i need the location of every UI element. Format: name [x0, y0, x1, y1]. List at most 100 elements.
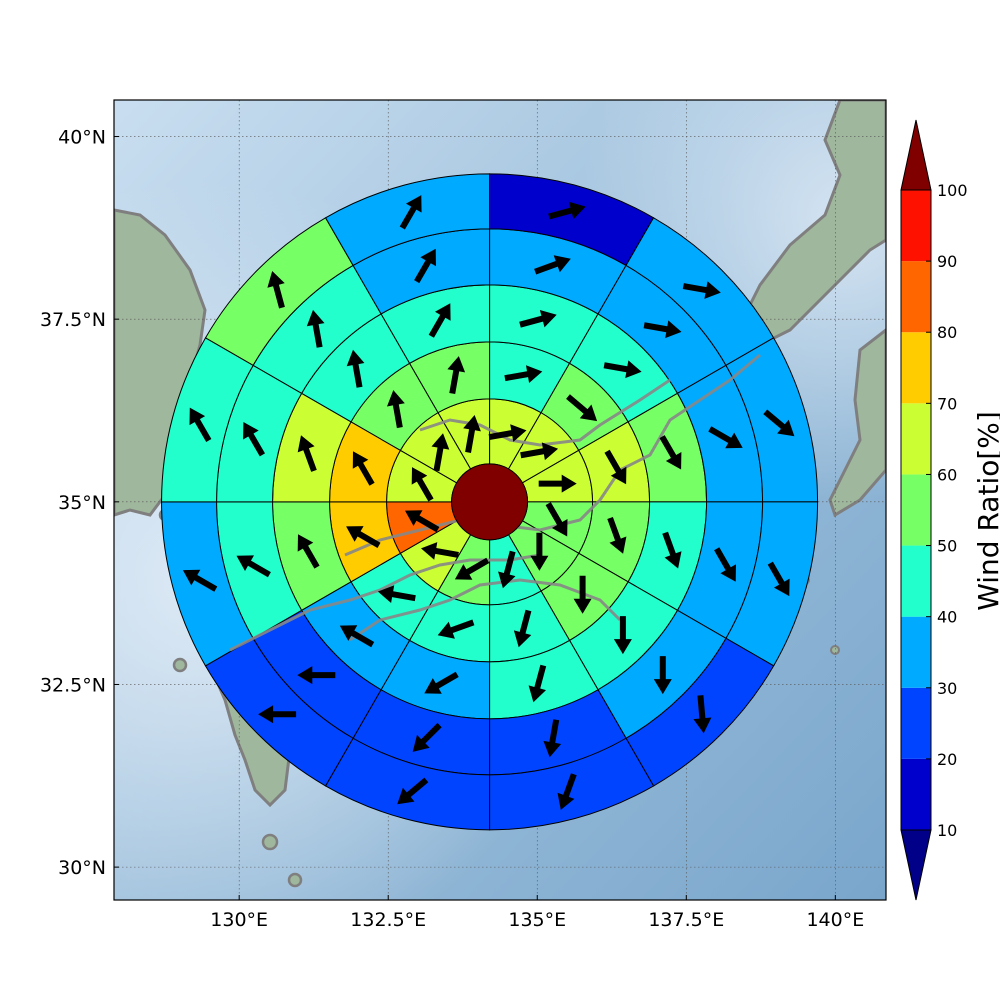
- wind-arrow-r3-s4: [662, 531, 682, 569]
- wind-arrow-r5-s5: [693, 695, 712, 734]
- wind-arrow-r4-s11: [306, 309, 325, 348]
- wind-arrow-r3-s11: [346, 349, 365, 388]
- wind-arrow-r3-s8: [339, 625, 375, 648]
- center-disk: [451, 463, 529, 541]
- coastline-overlay: [229, 353, 761, 652]
- colorbar-segment: [901, 687, 931, 759]
- wind-arrow-r4-s9: [236, 555, 271, 578]
- colorbar-tick-label: 40: [937, 608, 957, 627]
- wind-arrow-r5-s9: [182, 569, 218, 592]
- colorbar-label: Wind Ratio[%]: [972, 411, 1000, 611]
- colorbar-segment: [901, 332, 931, 404]
- axis-ticks: 130°E 132.5°E 135°E 137.5°E 140°E 30°N 32.5°N 3…: [40, 127, 864, 931]
- wind-arrow-r3-s7: [424, 671, 459, 694]
- colorbar-extend-min: [900, 829, 932, 901]
- wind-arrow-r2-s3: [604, 449, 627, 485]
- y-tick-label: 37.5°N: [40, 309, 106, 331]
- wind-arrow-r1-s1: [488, 424, 527, 442]
- colorbar: 10 20 30 40 50 60 70 80 90 100: [900, 119, 968, 901]
- wind-arrow-r4-s3: [708, 426, 743, 449]
- wind-arrow-r2-s6: [513, 609, 532, 648]
- wind-arrow-r1-s7: [454, 557, 490, 580]
- wind-arrow-r2-s8: [377, 585, 416, 603]
- wind-arrow-r4-s6: [543, 719, 562, 758]
- wind-arrow-r1-s5: [530, 532, 549, 571]
- wind-arrow-r2-s5: [573, 575, 592, 614]
- wind-arrow-r5-s2: [682, 281, 721, 299]
- wind-vectors: [182, 195, 795, 810]
- wind-arrow-r4-s5: [653, 656, 672, 695]
- wind-arrow-r2-s7: [437, 619, 475, 639]
- wind-arrow-r5-s6: [557, 773, 577, 810]
- wind-arrow-r5-s10: [189, 407, 212, 442]
- wind-arrow-r2-s12: [447, 356, 466, 394]
- wind-arrow-r4-s7: [412, 722, 442, 752]
- wind-arrow-r3-s5: [613, 616, 632, 655]
- wind-arrow-r3-s2: [603, 360, 642, 379]
- colorbar-tick-label: 10: [937, 821, 957, 840]
- map-frame: [113, 99, 887, 901]
- colorbar-segment: [901, 545, 931, 617]
- y-tick-label: 32.5°N: [40, 674, 106, 696]
- wind-arrow-r3-s6: [528, 664, 547, 703]
- colorbar-tick-label: 100: [937, 181, 968, 200]
- wind-arrow-r2-s1: [504, 365, 543, 383]
- wind-arrow-r1-s8: [421, 542, 459, 560]
- wind-arrow-r1-s11: [431, 433, 450, 472]
- wind-arrow-r4-s1: [534, 255, 571, 275]
- wind-arrow-r3-s3: [659, 435, 682, 470]
- wind-arrow-r3-s12: [428, 303, 451, 338]
- wind-arrow-r3-s1: [519, 310, 557, 328]
- x-tick-label: 137.5°E: [648, 909, 724, 931]
- colorbar-tick-label: 90: [937, 252, 957, 271]
- wind-arrow-r1-s4: [545, 502, 568, 537]
- colorbar-tick-label: 80: [937, 323, 957, 342]
- wind-ratio-sectors: [161, 173, 819, 831]
- colorbar-extend-max: [900, 119, 932, 191]
- wind-arrow-r3-s10: [297, 435, 317, 472]
- wind-arrow-r1-s2: [520, 442, 559, 461]
- x-tick-label: 135°E: [508, 909, 566, 931]
- x-tick-label: 140°E: [806, 909, 864, 931]
- colorbar-segment: [901, 190, 931, 262]
- wind-arrow-r1-s12: [463, 415, 481, 453]
- colorbar-tick-label: 50: [937, 537, 957, 556]
- wind-arrow-r2-s2: [566, 394, 598, 422]
- wind-arrow-r5-s4: [767, 561, 790, 597]
- wind-arrow-r2-s11: [387, 390, 405, 429]
- wind-arrow-r5-s7: [397, 777, 429, 805]
- colorbar-tick-label: 60: [937, 465, 957, 484]
- colorbar-segment: [901, 261, 931, 333]
- wind-arrow-r5-s1: [548, 201, 586, 220]
- wind-arrow-r3-s9: [297, 534, 320, 569]
- x-tick-label: 132.5°E: [350, 909, 426, 931]
- y-tick-label: 35°N: [58, 492, 106, 514]
- colorbar-tick-label: 70: [937, 394, 957, 413]
- wind-arrow-r5-s8: [258, 705, 297, 724]
- wind-arrow-r4-s4: [714, 547, 736, 582]
- wind-arrow-r1-s10: [411, 467, 434, 502]
- wind-arrow-r2-s10: [352, 451, 375, 486]
- x-tick-label: 130°E: [210, 909, 268, 931]
- wind-arrow-r2-s4: [607, 517, 627, 554]
- colorbar-tick-label: 30: [937, 679, 957, 698]
- wind-arrow-r2-s9: [346, 526, 381, 548]
- colorbar-tick-label: 20: [937, 750, 957, 769]
- wind-arrow-r4-s8: [297, 666, 336, 685]
- colorbar-segment: [901, 616, 931, 688]
- colorbar-segment: [901, 758, 931, 830]
- colorbar-segment: [901, 474, 931, 546]
- y-tick-label: 40°N: [58, 127, 106, 149]
- colorbar-segment: [901, 403, 931, 475]
- wind-arrow-r5-s11: [267, 271, 285, 309]
- wind-arrow-r1-s6: [498, 550, 516, 589]
- wind-arrow-r4-s10: [243, 422, 265, 457]
- wind-arrow-r1-s3: [538, 474, 577, 493]
- wind-arrow-r4-s12: [414, 248, 436, 284]
- wind-arrow-r5-s12: [399, 195, 422, 230]
- colorbar-outline: [900, 189, 932, 831]
- wind-arrow-r5-s3: [763, 409, 795, 437]
- land-honshu-east: [828, 328, 886, 518]
- wind-arrow-r1-s9: [405, 510, 440, 533]
